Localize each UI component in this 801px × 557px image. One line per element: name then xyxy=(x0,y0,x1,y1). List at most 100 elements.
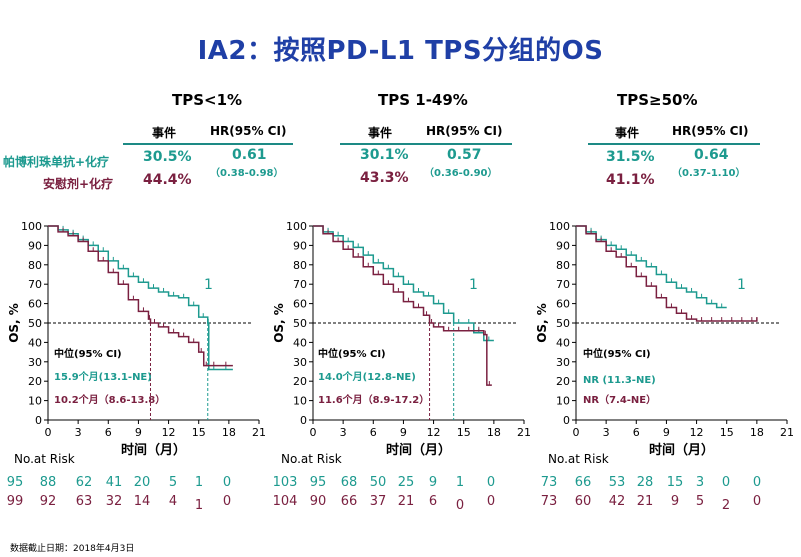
panel-1-risk-arm-2-value: 92 xyxy=(40,494,57,509)
panel-2-xtick-label: 0 xyxy=(310,426,317,439)
panel-2-events-header: 事件 xyxy=(368,126,393,140)
panel-3-ytick-label: 0 xyxy=(563,414,570,427)
panel-2-ytick-label: 40 xyxy=(293,336,307,349)
panel-2-risk-arm-2-value: 6 xyxy=(429,494,437,509)
panel-1-xtick-label: 0 xyxy=(45,426,52,439)
panel-3-risk-arm-1-value: 3 xyxy=(696,475,704,490)
panel-1-risk-arm-1-value: 20 xyxy=(134,475,151,490)
panel-1-risk-arm-2-value: 1 xyxy=(195,498,203,513)
panel-1-ytick-label: 40 xyxy=(28,336,42,349)
panel-1-xtick-label: 21 xyxy=(252,426,266,439)
panel-2-risk-arm-2-value: 104 xyxy=(273,494,298,509)
panel-2-risk-arm-2-value: 0 xyxy=(487,494,495,509)
panel-1-ytick-label: 30 xyxy=(28,356,42,369)
panel-1-title: TPS<1% xyxy=(172,91,243,109)
panel-1-xtick-label: 3 xyxy=(75,426,82,439)
panel-1-risk-arm-1-value: 1 xyxy=(195,475,203,490)
panel-1-x-axis-label: 时间（月） xyxy=(121,442,186,458)
panel-3-risk-arm-2-value: 9 xyxy=(671,494,679,509)
panel-1-header-rule xyxy=(123,143,293,145)
panel-3-risk-arm-2-value: 2 xyxy=(722,498,730,513)
panel-1-hr-ci: （0.38-0.98） xyxy=(210,168,284,179)
panel-2-header-rule xyxy=(340,143,512,145)
panel-1-ytick-label: 50 xyxy=(28,317,42,330)
panel-1-events-arm-2: 44.4% xyxy=(143,172,192,188)
panel-3-risk-arm-2-value: 0 xyxy=(753,494,761,509)
panel-1-risk-arm-2-value: 0 xyxy=(223,494,231,509)
panel-1-risk-arm-2-value: 99 xyxy=(7,494,24,509)
footnote: 数据截止日期：2018年4月3日 xyxy=(10,544,135,554)
panel-3-xtick-label: 15 xyxy=(720,426,734,439)
panel-3-events-arm-2: 41.1% xyxy=(606,172,655,188)
panel-3-risk-arm-1-value: 28 xyxy=(637,475,654,490)
panel-2-ytick-label: 90 xyxy=(293,239,307,252)
panel-3-series-2-curve xyxy=(576,225,758,322)
panel-2-events-arm-2: 43.3% xyxy=(360,170,409,186)
panel-3-risk-arm-1-value: 53 xyxy=(609,475,626,490)
panel-2-ytick-label: 70 xyxy=(293,278,307,291)
panel-1-events-header: 事件 xyxy=(152,126,177,140)
panel-3-risk-arm-2-value: 21 xyxy=(637,494,654,509)
panel-2-xtick-label: 9 xyxy=(400,426,407,439)
panel-3-risk-arm-1-value: 73 xyxy=(541,475,558,490)
panel-1-risk-arm-2-value: 32 xyxy=(106,494,123,509)
panel-1-xtick-label: 18 xyxy=(222,426,236,439)
panel-3-risk-arm-2-value: 42 xyxy=(609,494,626,509)
panel-2-risk-arm-1-value: 95 xyxy=(310,475,327,490)
panel-3-y-axis-label: OS, % xyxy=(535,303,549,343)
panel-1-ytick-label: 0 xyxy=(35,414,42,427)
panel-3-events-arm-1: 31.5% xyxy=(606,149,655,165)
panel-1-median-arm-1: 15.9个月(13.1-NE) xyxy=(54,370,152,383)
panel-1-ytick-label: 70 xyxy=(28,278,42,291)
panel-2-ytick-label: 100 xyxy=(286,220,307,233)
panel-1-ytick-label: 80 xyxy=(28,259,42,272)
panel-2-risk-arm-1-value: 9 xyxy=(429,475,437,490)
panel-2-xtick-label: 21 xyxy=(517,426,531,439)
panel-3-xtick-label: 18 xyxy=(750,426,764,439)
panel-1-hr-header: HR(95% CI) xyxy=(210,124,287,138)
panel-2-hr-ci: （0.36-0.90） xyxy=(424,168,498,179)
panel-2-risk-arm-2-value: 21 xyxy=(398,494,415,509)
panel-2-xtick-label: 18 xyxy=(487,426,501,439)
panel-3-events-header: 事件 xyxy=(615,126,640,140)
panel-3-xtick-label: 6 xyxy=(633,426,640,439)
panel-3-hr-header: HR(95% CI) xyxy=(672,124,749,138)
panel-3-xtick-label: 21 xyxy=(780,426,794,439)
panel-3-risk-arm-1-value: 0 xyxy=(753,475,761,490)
panel-1-annotation: 1 xyxy=(204,277,213,293)
panel-2-risk-arm-2-value: 66 xyxy=(341,494,358,509)
risk-label-1: No.at Risk xyxy=(14,452,75,466)
panel-1-risk-arm-2-value: 14 xyxy=(134,494,151,509)
panel-3-risk-arm-2-value: 73 xyxy=(541,494,558,509)
panel-1-events-arm-1: 30.5% xyxy=(143,149,192,165)
panel-3-xtick-label: 12 xyxy=(690,426,704,439)
panel-3-annotation: 1 xyxy=(737,277,746,293)
panel-3-xtick-label: 9 xyxy=(663,426,670,439)
panel-1-xtick-label: 15 xyxy=(192,426,206,439)
panel-3-xtick-label: 3 xyxy=(603,426,610,439)
risk-label-2: No.at Risk xyxy=(281,452,342,466)
panel-3-risk-arm-2-value: 60 xyxy=(575,494,592,509)
panel-1-y-axis-label: OS, % xyxy=(7,303,21,343)
panel-2-median-arm-2: 11.6个月（8.9-17.2） xyxy=(318,393,429,406)
panel-1-risk-arm-1-value: 5 xyxy=(169,475,177,490)
panel-2-xtick-label: 3 xyxy=(340,426,347,439)
panel-2-xtick-label: 12 xyxy=(427,426,441,439)
panel-2-series-1-curve xyxy=(313,225,494,342)
panel-2-xtick-label: 6 xyxy=(370,426,377,439)
panel-3-risk-arm-1-value: 66 xyxy=(575,475,592,490)
panel-3-ytick-label: 70 xyxy=(556,278,570,291)
panel-3-header-rule xyxy=(588,143,760,145)
panel-2-risk-arm-1-value: 25 xyxy=(398,475,415,490)
panel-2-annotation: 1 xyxy=(469,277,478,293)
panel-2-median-arm-1: 14.0个月(12.8-NE) xyxy=(318,370,416,383)
panel-3-median-header: 中位(95% CI) xyxy=(583,347,651,360)
panel-1-risk-arm-1-value: 95 xyxy=(7,475,24,490)
panel-1-ytick-label: 90 xyxy=(28,239,42,252)
arm-1-name: 帕博利珠单抗+化疗 xyxy=(3,155,110,169)
panel-3-median-arm-1: NR (11.3-NE) xyxy=(583,375,656,386)
panel-2-risk-arm-1-value: 68 xyxy=(341,475,358,490)
panel-2-ytick-label: 80 xyxy=(293,259,307,272)
panel-3-hr-value: 0.64 xyxy=(694,147,729,163)
